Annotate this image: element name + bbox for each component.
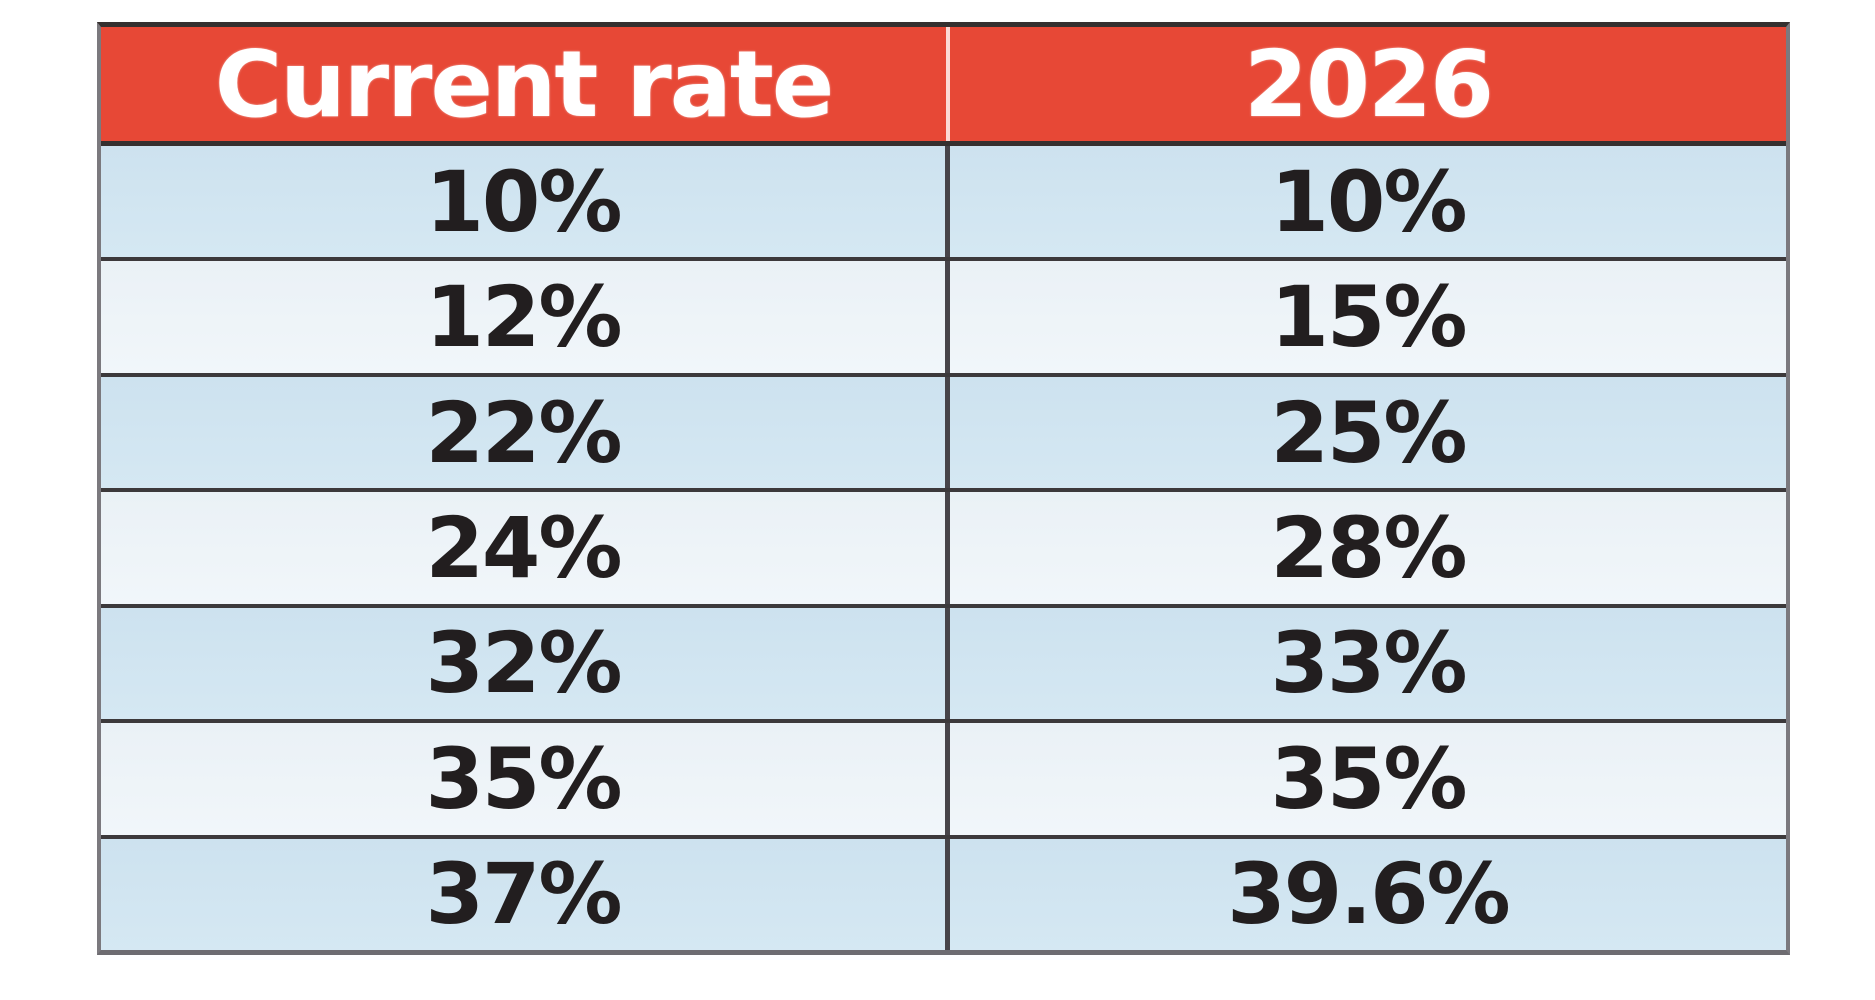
cell-2026-rate: 15%	[1270, 268, 1467, 367]
cell-current-rate: 22%	[101, 376, 950, 489]
cell-current-rate: 24%	[101, 492, 950, 604]
table-row: 22% 25%	[101, 372, 1786, 489]
header-cell-2026: 2026	[1243, 30, 1494, 138]
cell-current-rate: 12%	[101, 261, 950, 373]
cell-current-rate: 37%	[101, 838, 950, 950]
cell-2026-rate: 10%	[1270, 152, 1467, 251]
cell-current-rate: 10%	[101, 146, 950, 258]
cell-2026-rate: 28%	[1270, 498, 1467, 597]
table-row: 12% 15%	[101, 257, 1786, 373]
cell-current-rate: 32%	[101, 607, 950, 720]
table-row: 32% 33%	[101, 603, 1786, 720]
table-row: 37% 39.6%	[101, 834, 1786, 950]
table-row: 10% 10%	[101, 146, 1786, 258]
cell-2026-rate: 25%	[1270, 383, 1467, 482]
cell-2026-rate: 33%	[1270, 614, 1467, 713]
table-row: 35% 35%	[101, 719, 1786, 835]
table-row: 24% 28%	[101, 488, 1786, 604]
rates-table: Current rate 2026 10% 10% 12% 15% 22% 25…	[97, 22, 1790, 955]
cell-2026-rate: 39.6%	[1227, 845, 1510, 944]
table-header: Current rate 2026	[101, 27, 1786, 146]
cell-current-rate: 35%	[101, 723, 950, 835]
header-cell-current-rate: Current rate	[101, 27, 950, 141]
cell-2026-rate: 35%	[1270, 729, 1467, 828]
